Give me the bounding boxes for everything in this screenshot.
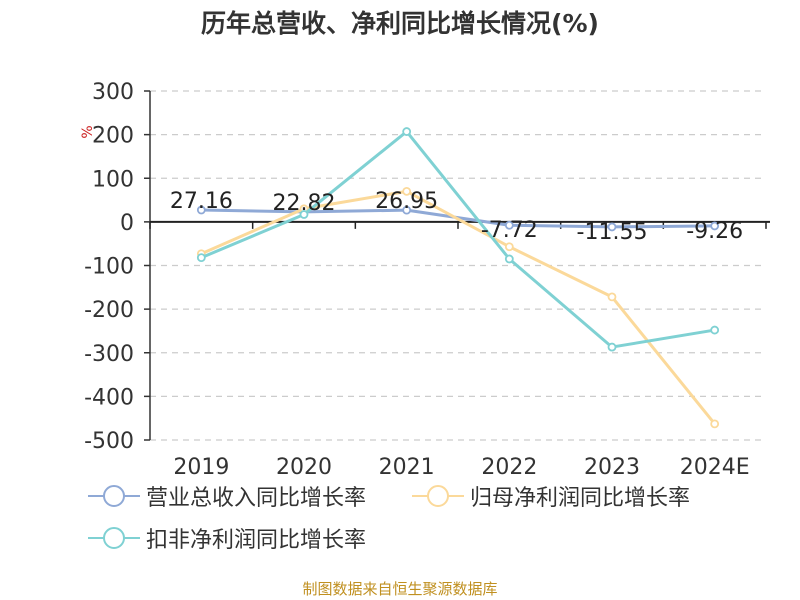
- data-point-0: [402, 205, 412, 215]
- data-point-0: [710, 221, 720, 231]
- legend-item-net-profit[interactable]: 归母净利润同比增长率: [412, 480, 690, 512]
- y-tick-label: -300: [84, 342, 134, 367]
- legend-item-deducted-net-profit[interactable]: 扣非净利润同比增长率: [88, 522, 366, 554]
- data-label: 27.16: [170, 189, 233, 214]
- y-tick-label: -400: [84, 385, 134, 410]
- data-point-2: [196, 253, 206, 263]
- data-point-2: [299, 210, 309, 219]
- legend-marker-net-profit: [412, 485, 464, 507]
- y-axis-unit-label: %: [80, 125, 96, 138]
- y-tick-label: 0: [120, 211, 134, 236]
- y-tick-label: 200: [92, 124, 134, 149]
- series-line-2: [200, 130, 715, 349]
- data-point-2: [607, 342, 617, 352]
- legend-item-revenue[interactable]: 营业总收入同比增长率: [88, 480, 366, 512]
- data-point-1: [504, 242, 514, 252]
- data-label: -9.26: [686, 219, 743, 244]
- y-tick-label: 300: [92, 80, 134, 105]
- data-point-0: [196, 205, 206, 215]
- x-tick-label: 2019: [173, 455, 229, 480]
- data-label: -11.55: [577, 220, 648, 245]
- x-tick-label: 2023: [584, 455, 640, 480]
- data-label: 22.82: [273, 191, 336, 216]
- series-line-1: [200, 189, 716, 425]
- data-label: 26.95: [375, 189, 438, 214]
- y-tick-label: 100: [92, 167, 134, 192]
- legend-marker-revenue: [88, 485, 140, 507]
- legend-marker-deducted-net-profit: [88, 527, 140, 549]
- x-tick-label: 2024E: [680, 455, 750, 480]
- x-tick-label: 2021: [379, 455, 435, 480]
- legend-label-revenue: 营业总收入同比增长率: [146, 486, 367, 511]
- x-tick-label: 2022: [481, 455, 537, 480]
- data-point-2: [504, 254, 514, 264]
- y-tick-label: -500: [84, 429, 134, 454]
- data-point-2: [402, 127, 412, 136]
- y-tick-label: -100: [84, 255, 134, 280]
- data-point-1: [710, 419, 720, 429]
- data-point-1: [402, 186, 412, 196]
- data-point-0: [504, 220, 514, 230]
- source-note: 制图数据来自恒生聚源数据库: [302, 580, 498, 598]
- y-tick-label: -200: [84, 298, 134, 323]
- data-point-2: [710, 325, 720, 335]
- data-point-0: [607, 222, 617, 232]
- chart-title: 历年总营收、净利同比增长情况(%): [201, 9, 599, 38]
- legend-label-deducted-net-profit: 扣非净利润同比增长率: [146, 528, 367, 553]
- data-label: -7.72: [481, 218, 538, 243]
- x-tick-label: 2020: [276, 455, 332, 480]
- legend-label-net-profit: 归母净利润同比增长率: [470, 486, 691, 511]
- data-point-1: [607, 292, 617, 302]
